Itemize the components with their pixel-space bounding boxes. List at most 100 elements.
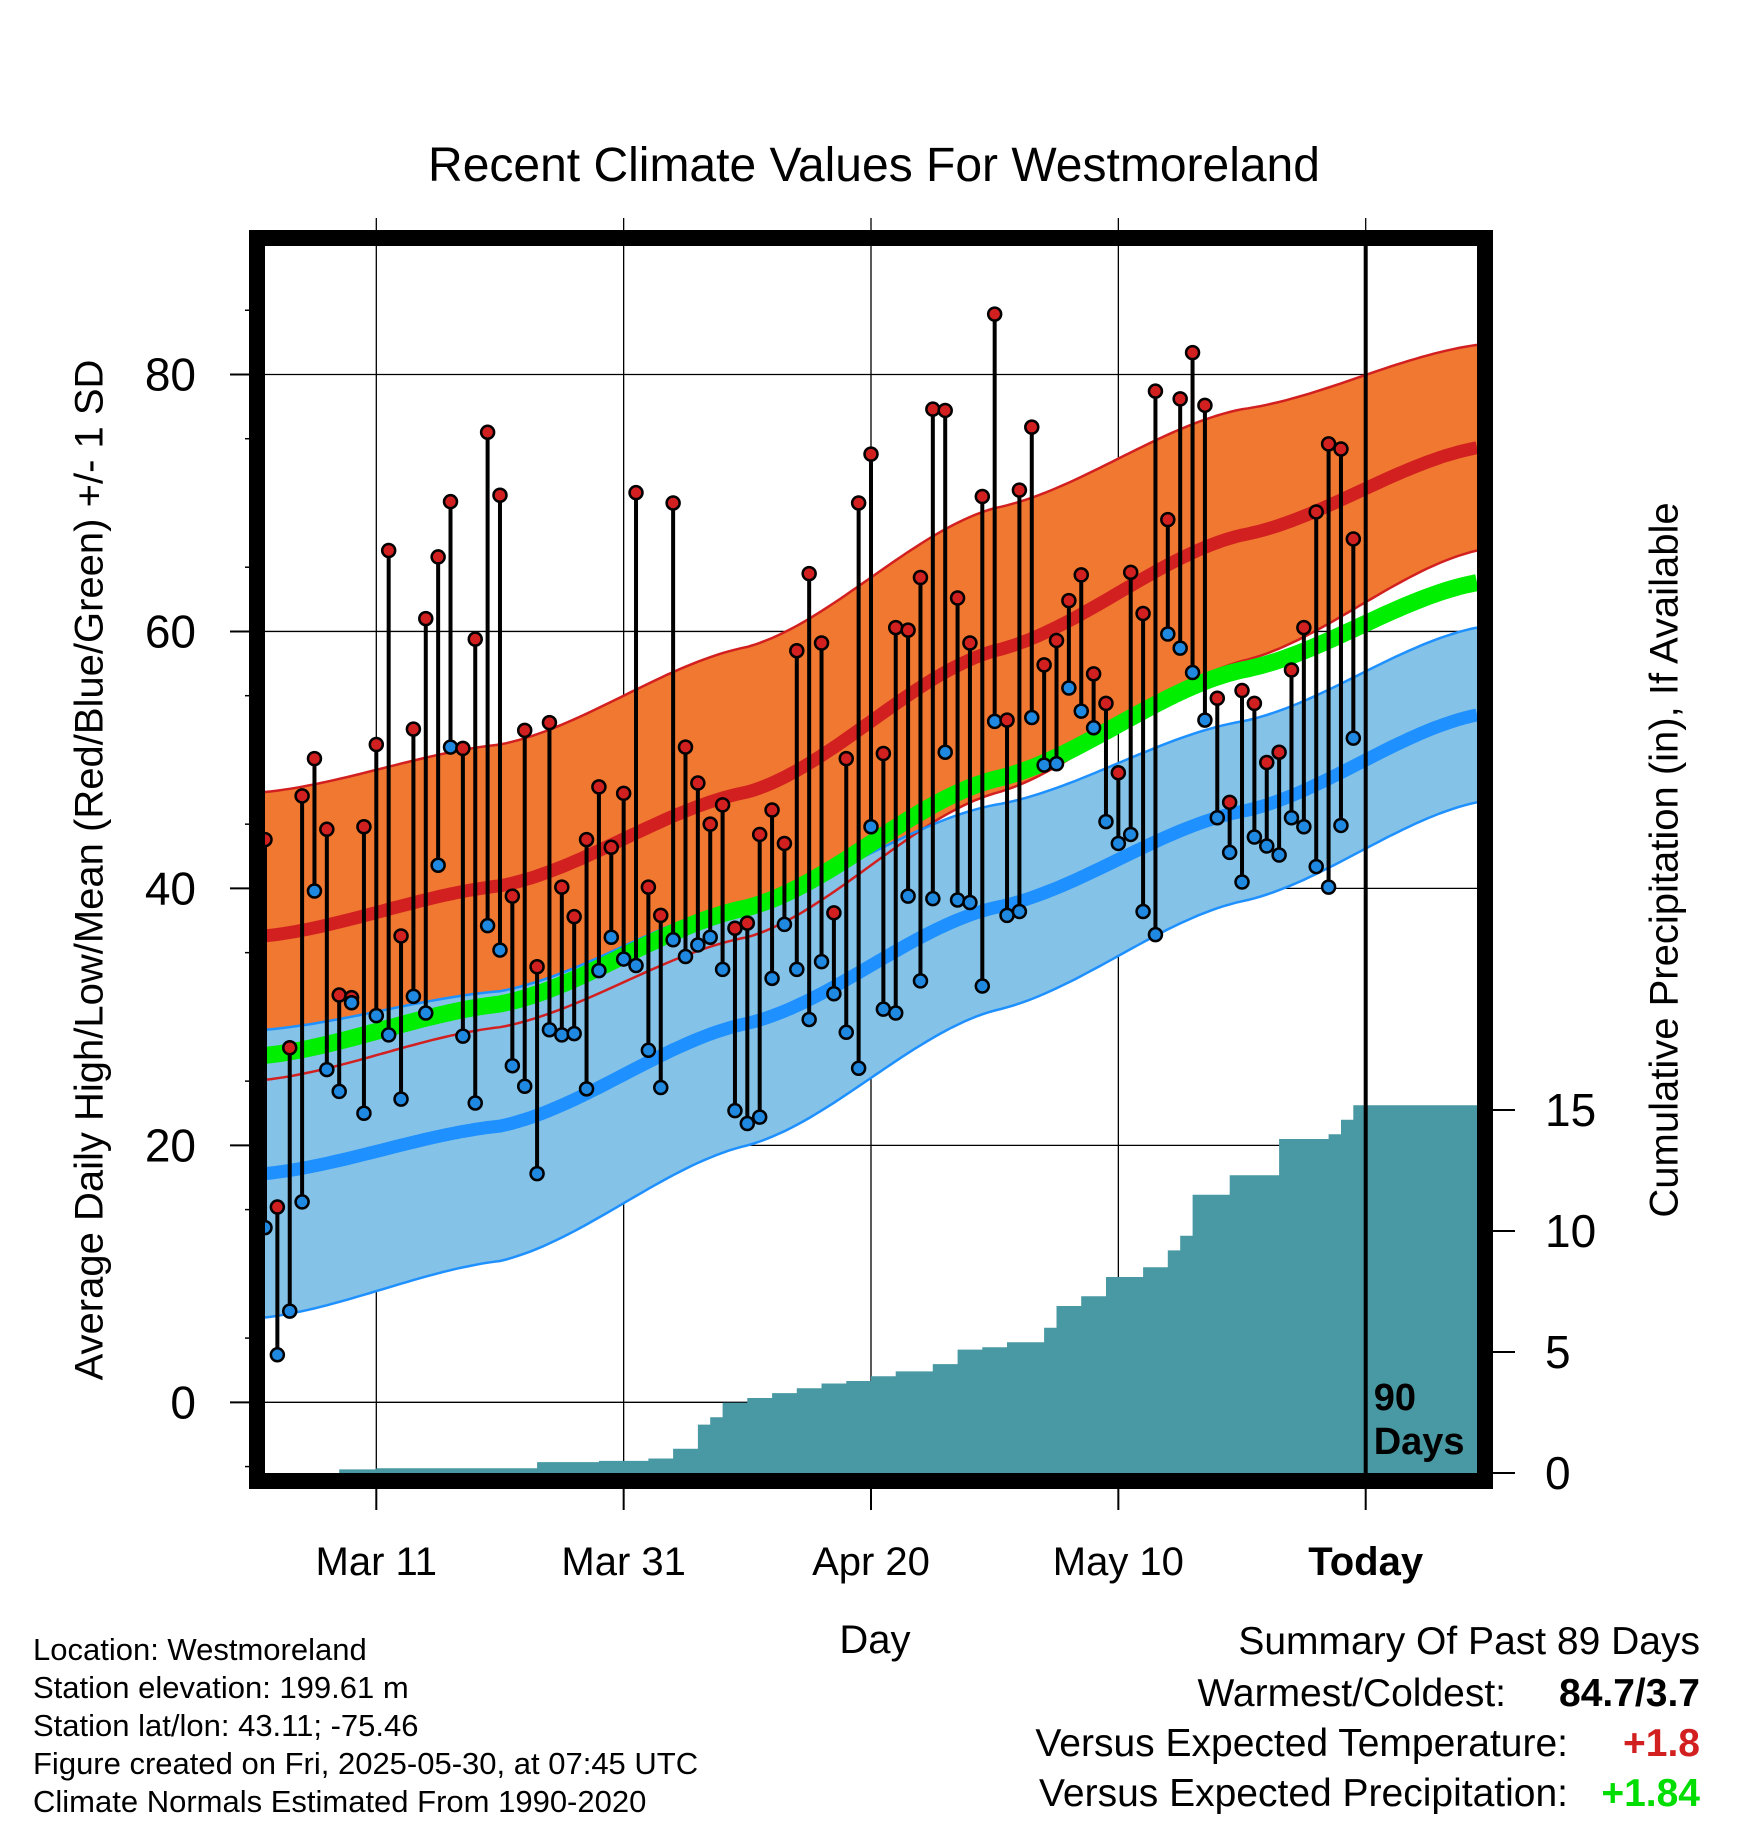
summary-temp-value: +1.8	[1623, 1722, 1700, 1765]
footer-created: Figure created on Fri, 2025-05-30, at 07…	[33, 1746, 699, 1781]
daily-high-point	[1098, 695, 1114, 712]
daily-high-point	[615, 785, 632, 802]
daily-high-point	[541, 714, 558, 731]
daily-low-point	[801, 1011, 817, 1028]
daily-low-point	[986, 713, 1003, 730]
daily-low-point	[1085, 720, 1102, 736]
footer-latlon: Station lat/lon: 43.11; -75.46	[33, 1708, 419, 1743]
daily-high-point	[900, 622, 916, 638]
daily-low-point	[1221, 844, 1238, 861]
daily-low-point	[813, 953, 830, 970]
precip-area	[265, 1105, 1477, 1473]
daily-low-point	[368, 1007, 385, 1024]
plot-border	[249, 230, 1493, 1489]
daily-low-point	[1271, 847, 1287, 863]
daily-low-point	[1073, 703, 1089, 719]
daily-high-point	[455, 740, 471, 757]
daily-low-point	[269, 1347, 286, 1363]
daily-low-point	[418, 1005, 434, 1021]
x-tick-label: Today	[1308, 1540, 1424, 1584]
daily-high-point	[826, 905, 842, 921]
daily-high-point	[1234, 682, 1250, 699]
daily-low-point	[578, 1081, 595, 1097]
daily-low-point	[1259, 838, 1275, 854]
daily-low-point	[1234, 874, 1250, 890]
daily-low-point	[442, 739, 459, 755]
x-tick-label: Mar 11	[316, 1540, 438, 1584]
daily-low-point	[1333, 817, 1349, 834]
daily-high-point	[1122, 564, 1139, 581]
daily-high-point	[739, 915, 756, 931]
daily-low-point	[999, 907, 1015, 924]
daily-high-point	[516, 722, 533, 739]
daily-low-point	[603, 929, 620, 945]
daily-low-point	[1147, 926, 1164, 943]
daily-low-point	[615, 951, 632, 967]
daily-high-point	[937, 402, 953, 419]
daily-high-point	[863, 446, 879, 462]
daily-high-point	[1160, 511, 1176, 528]
daily-low-point	[1011, 903, 1028, 920]
daily-high-point	[393, 928, 409, 944]
daily-high-point	[554, 879, 570, 895]
daily-high-point	[479, 424, 496, 441]
daily-low-point	[677, 948, 694, 965]
y2-tick-label: 0	[1545, 1447, 1571, 1499]
daily-low-point	[751, 1109, 768, 1125]
daily-high-point	[653, 907, 669, 924]
daily-low-point	[912, 973, 929, 989]
daily-low-point	[653, 1079, 669, 1096]
normal-low-line	[264, 708, 1479, 1181]
y-tick-label: 0	[170, 1376, 196, 1428]
y-tick-label: 60	[145, 605, 196, 657]
daily-low-point	[702, 929, 718, 945]
daily-low-point	[739, 1115, 756, 1132]
daily-high-point	[789, 642, 805, 659]
daily-high-point	[566, 908, 582, 925]
daily-high-point	[504, 888, 521, 904]
y2-tick-label: 10	[1545, 1205, 1596, 1257]
daily-low-point	[479, 917, 496, 934]
daily-low-point	[838, 1024, 855, 1041]
daily-low-point	[1184, 664, 1201, 681]
daily-high-point	[1061, 592, 1077, 609]
daily-high-point	[702, 816, 718, 832]
today-marker-label: Days	[1374, 1421, 1465, 1463]
axes: 0 20 40 60 80 0 5 10 15 Mar 11 Mar 31 Apr 20 May 10 T…	[145, 309, 1596, 1584]
daily-low-point	[764, 970, 780, 987]
daily-high-point	[405, 721, 422, 737]
y-tick-label: 20	[145, 1119, 196, 1171]
daily-high-point	[319, 821, 335, 838]
daily-low-point	[628, 957, 644, 974]
daily-low-point	[554, 1027, 570, 1043]
daily-high-point	[727, 920, 743, 936]
daily-high-point	[962, 635, 978, 651]
daily-high-point	[1135, 605, 1151, 622]
daily-high-point	[974, 488, 991, 505]
daily-high-point	[1320, 436, 1337, 452]
y-tick-label: 80	[145, 348, 196, 400]
daily-high-point	[801, 565, 817, 582]
daily-low-point	[1098, 813, 1114, 830]
daily-high-point	[949, 590, 966, 606]
daily-low-point	[1160, 626, 1176, 642]
daily-low-point	[962, 894, 978, 911]
daily-high-point	[269, 1199, 286, 1215]
daily-high-point	[1333, 441, 1349, 457]
daily-high-point	[640, 879, 657, 895]
daily-low-point	[1061, 680, 1077, 696]
daily-low-point	[319, 1061, 335, 1078]
daily-high-point	[1259, 754, 1275, 771]
daily-low-point	[776, 916, 793, 933]
daily-low-point	[455, 1028, 471, 1044]
daily-low-point	[356, 1105, 372, 1122]
daily-high-point	[764, 802, 780, 818]
summary-precip-label: Versus Expected Precipitation:	[1039, 1772, 1568, 1815]
y2-axis-label: Cumulative Precipitation (in), If Availa…	[1642, 502, 1687, 1218]
daily-low-point	[875, 1001, 892, 1017]
daily-low-point	[949, 892, 966, 908]
summary-warm-label: Warmest/Coldest:	[1197, 1672, 1506, 1715]
daily-high-point	[1172, 391, 1188, 407]
